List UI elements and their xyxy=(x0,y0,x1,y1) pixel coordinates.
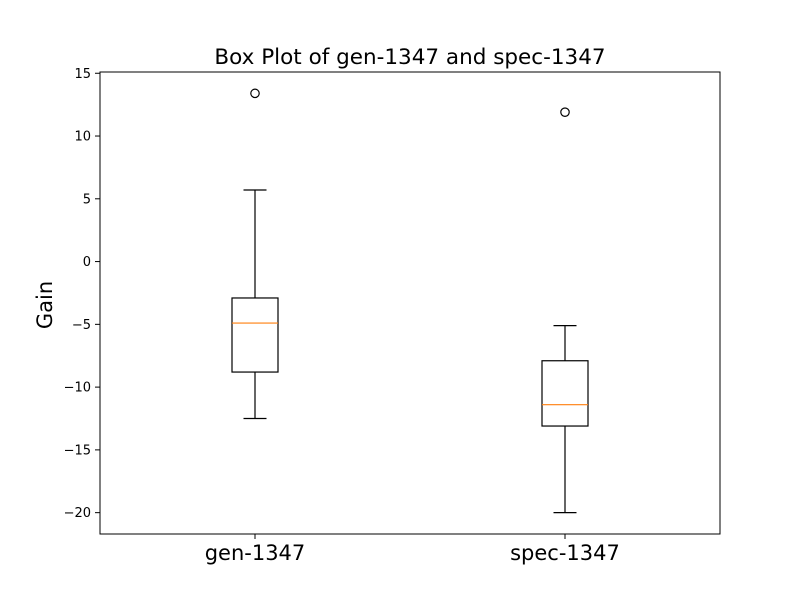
x-axis: gen-1347 spec-1347 xyxy=(205,534,620,565)
y-axis-label: Gain xyxy=(33,281,57,329)
y-axis: 15 10 5 0 −5 −10 −15 −20 xyxy=(64,67,100,521)
x-tick-label: gen-1347 xyxy=(205,541,306,565)
box-spec-1347 xyxy=(541,107,589,514)
y-tick-label: −5 xyxy=(72,318,91,333)
y-tick-label: 10 xyxy=(74,130,91,145)
outlier-point xyxy=(560,107,570,117)
box-gen-1347 xyxy=(231,88,279,420)
boxes-group xyxy=(231,88,589,514)
x-tick-label: spec-1347 xyxy=(510,541,620,565)
iqr-box xyxy=(541,360,589,427)
y-tick-label: 5 xyxy=(83,192,91,207)
chart-title: Box Plot of gen-1347 and spec-1347 xyxy=(214,45,605,70)
y-tick-label: −20 xyxy=(64,506,91,521)
y-tick-label: 0 xyxy=(83,255,91,270)
iqr-box xyxy=(231,297,279,373)
outlier-point xyxy=(250,88,260,99)
y-tick-label: −10 xyxy=(64,381,91,396)
y-tick-label: 15 xyxy=(74,67,91,82)
y-tick-label: −15 xyxy=(64,443,91,458)
plot-area xyxy=(99,71,721,535)
